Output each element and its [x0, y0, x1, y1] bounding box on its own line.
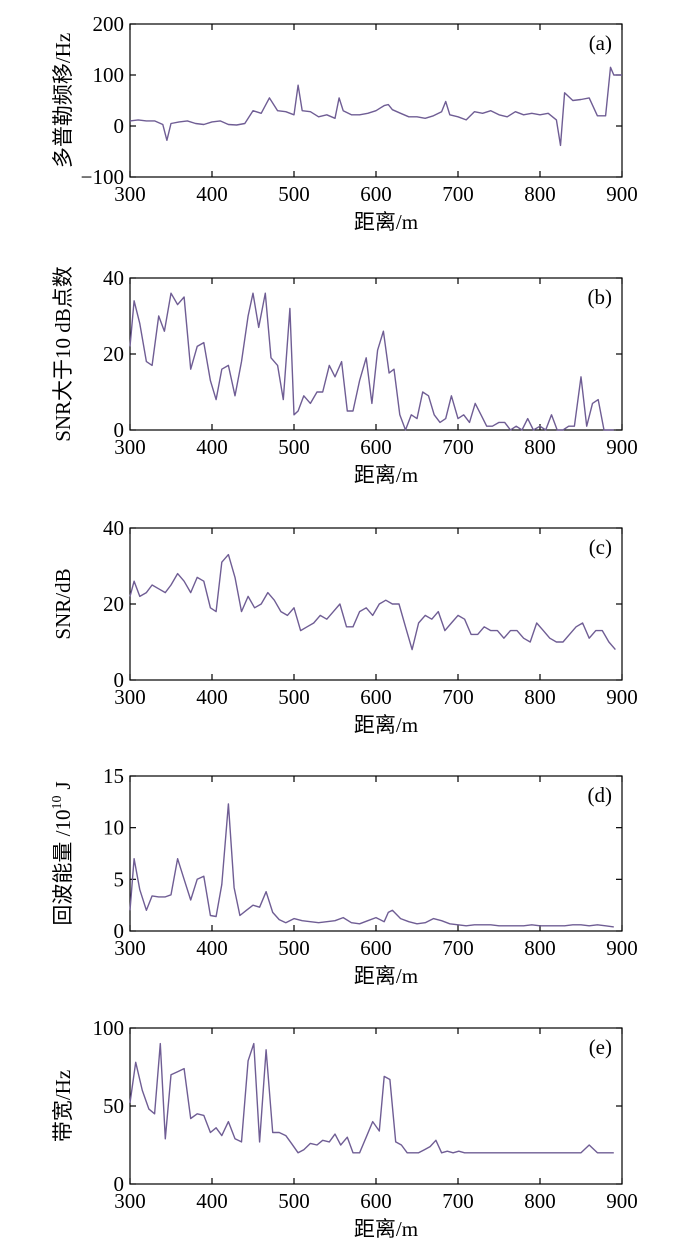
series-line-e [129, 1042, 614, 1154]
y-axis-label-exponent: 10 [50, 796, 65, 810]
plot-frame-b [129, 277, 623, 431]
y-tick-label: 50 [103, 1094, 124, 1118]
x-tick-label: 400 [196, 685, 228, 709]
x-tick-label: 700 [442, 685, 474, 709]
y-tick-label: 5 [114, 867, 125, 891]
y-axis-label-unit: J [51, 781, 75, 789]
x-tick-label: 700 [442, 435, 474, 459]
y-axis-label: SNR/dB [51, 568, 75, 639]
y-tick-label: −100 [81, 165, 124, 189]
x-tick-label: 300 [114, 936, 146, 960]
x-tick-label: 400 [196, 435, 228, 459]
y-tick-label: 200 [93, 12, 125, 36]
x-tick-label: 500 [278, 1189, 310, 1213]
y-tick-label: 0 [114, 1172, 125, 1196]
x-tick-label: 600 [360, 435, 392, 459]
panel-label: (b) [588, 285, 613, 309]
chart-panel-a: 300 400 500 600 700 800 900 −100 0 100 200 距离/m 多普勒频… [51, 12, 638, 234]
chart-panel-b: 300 400 500 600 700 800 900 0 20 40 距离/m SNR大于10 dB… [51, 266, 638, 487]
y-tick-label: 0 [114, 114, 125, 138]
x-tick-label: 800 [524, 1189, 556, 1213]
plot-frame-e [129, 1027, 623, 1185]
x-tick-label: 900 [606, 182, 638, 206]
plot-frame-d [129, 775, 623, 932]
x-tick-label: 500 [278, 685, 310, 709]
series-line-c [129, 553, 616, 651]
x-tick-label: 300 [114, 1189, 146, 1213]
y-axis-label: SNR大于10 dB点数 [51, 266, 75, 442]
y-axis-label: 多普勒频移/Hz [51, 33, 75, 168]
x-tick-label: 800 [524, 435, 556, 459]
y-tick-label: 0 [114, 418, 125, 442]
x-tick-label: 500 [278, 936, 310, 960]
x-tick-label: 900 [606, 1189, 638, 1213]
x-tick-label: 600 [360, 1189, 392, 1213]
plot-frame-a [129, 23, 623, 178]
series-line-d [129, 803, 614, 928]
x-tick-label: 400 [196, 936, 228, 960]
x-tick-label: 400 [196, 1189, 228, 1213]
x-tick-label: 900 [606, 685, 638, 709]
y-tick-label: 15 [103, 764, 124, 788]
x-tick-label: 800 [524, 685, 556, 709]
x-tick-label: 600 [360, 685, 392, 709]
panel-label: (e) [589, 1035, 612, 1059]
x-axis-label: 距离/m [354, 210, 418, 234]
x-axis-label: 距离/m [354, 1217, 418, 1241]
chart-panel-e: 300 400 500 600 700 800 900 0 50 100 距离/m 带宽/Hz (e) [51, 1016, 638, 1241]
x-tick-label: 400 [196, 182, 228, 206]
x-tick-label: 700 [442, 182, 474, 206]
series-line-a [129, 66, 622, 147]
x-tick-label: 500 [278, 182, 310, 206]
x-tick-label: 900 [606, 435, 638, 459]
x-tick-label: 800 [524, 936, 556, 960]
x-tick-label: 300 [114, 685, 146, 709]
chart-panel-c: 300 400 500 600 700 800 900 0 20 40 距离/m SNR/dB (c) [51, 516, 638, 737]
y-tick-label: 0 [114, 668, 125, 692]
x-tick-label: 600 [360, 936, 392, 960]
y-tick-label: 20 [103, 342, 124, 366]
panel-label: (a) [589, 31, 612, 55]
plot-frame-c [129, 527, 623, 681]
y-axis-label-text: 回波能量 /10 [51, 810, 75, 926]
x-tick-label: 600 [360, 182, 392, 206]
x-tick-label: 800 [524, 182, 556, 206]
x-tick-label: 500 [278, 435, 310, 459]
x-axis-label: 距离/m [354, 964, 418, 988]
x-tick-label: 300 [114, 182, 146, 206]
y-tick-label: 10 [103, 816, 124, 840]
x-tick-label: 900 [606, 936, 638, 960]
x-axis-label: 距离/m [354, 713, 418, 737]
x-tick-label: 700 [442, 936, 474, 960]
x-tick-label: 300 [114, 435, 146, 459]
y-axis-label: 带宽/Hz [51, 1070, 75, 1142]
panel-label: (c) [589, 535, 612, 559]
y-tick-label: 100 [93, 1016, 125, 1040]
y-tick-label: 0 [114, 919, 125, 943]
series-line-b [129, 292, 614, 431]
x-axis-label: 距离/m [354, 463, 418, 487]
y-tick-label: 40 [103, 516, 124, 540]
x-tick-label: 700 [442, 1189, 474, 1213]
panel-label: (d) [588, 783, 613, 807]
y-tick-label: 100 [93, 63, 125, 87]
y-tick-label: 40 [103, 266, 124, 290]
y-tick-label: 20 [103, 592, 124, 616]
y-axis-label: 回波能量 /1010 J [50, 781, 75, 925]
